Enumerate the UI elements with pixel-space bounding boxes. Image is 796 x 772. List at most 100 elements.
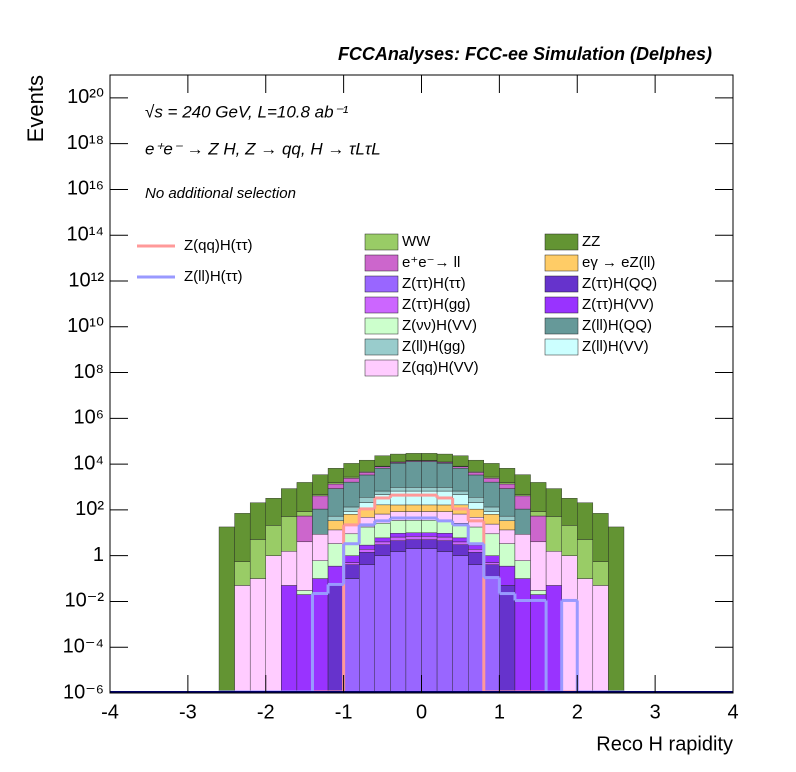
legend-swatch — [364, 275, 399, 293]
bar-segment — [374, 544, 391, 556]
bar-segment — [577, 578, 594, 694]
bar-segment — [296, 511, 313, 517]
bar-segment — [312, 578, 329, 694]
bar-segment — [234, 513, 251, 562]
bar-segment — [483, 533, 500, 556]
bar-segment — [374, 494, 391, 506]
bar-segment — [452, 466, 469, 469]
bar-segment — [390, 462, 407, 488]
bar-segment — [421, 461, 438, 488]
bar-segment — [436, 533, 453, 538]
bar-segment — [468, 564, 485, 694]
legend-label: Z(ll)H(gg) — [402, 338, 465, 355]
bar-segment — [436, 462, 453, 488]
legend-label: e⁺e⁻→ ll — [402, 254, 460, 271]
bar-segment — [530, 541, 547, 591]
y-tick-label: 10¹⁸ — [67, 132, 104, 154]
legend-label: Z(qq)H(ττ) — [184, 237, 253, 254]
bar-segment — [296, 541, 313, 591]
chart-title: FCCAnalyses: FCC-ee Simulation (Delphes) — [338, 44, 712, 64]
bar-segment — [452, 467, 469, 492]
bar-segment — [249, 502, 266, 540]
bar-segment — [468, 459, 485, 472]
bar-segment — [436, 536, 453, 541]
bar-segment — [343, 564, 360, 579]
bar-segment — [281, 488, 298, 517]
bar-segment — [327, 565, 344, 586]
bar-segment — [545, 488, 562, 517]
bar-segment — [452, 555, 469, 694]
y-tick-label: 10⁴ — [73, 452, 104, 474]
legend-swatch — [544, 317, 579, 335]
y-tick-label: 10¹⁴ — [67, 224, 105, 246]
bar-segment — [374, 490, 391, 495]
bar-segment — [343, 463, 360, 478]
legend-swatch — [544, 296, 579, 314]
legend-label: Z(ττ)H(VV) — [582, 296, 654, 313]
bar-segment — [468, 502, 485, 510]
legend-label: Z(ττ)H(gg) — [402, 296, 471, 313]
bar-segment — [483, 463, 500, 478]
bar-segment — [265, 498, 282, 526]
bar-segment — [312, 534, 329, 561]
bar-segment — [452, 513, 469, 524]
bar-segment — [545, 516, 562, 552]
bar-segment — [390, 540, 407, 552]
bar-segment — [468, 474, 485, 498]
bar-segment — [483, 523, 500, 535]
bar-segment — [483, 477, 500, 483]
annotation: √s = 240 GeV, L=10.8 ab⁻¹ — [145, 102, 349, 121]
bar-segment — [436, 511, 453, 521]
bar-segment — [436, 540, 453, 552]
bar-segment — [327, 520, 344, 531]
bar-segment — [359, 552, 375, 565]
bar-segment — [359, 497, 375, 503]
bar-segment — [530, 590, 547, 595]
y-tick-label: 10⁻⁴ — [63, 636, 104, 658]
bar-segment — [312, 495, 329, 510]
bar-segment — [530, 594, 547, 694]
bar-segment — [265, 555, 282, 694]
bar-segment — [436, 487, 453, 492]
y-tick-label: 10⁸ — [73, 361, 104, 383]
bar-segment — [499, 565, 516, 586]
bar-segment — [452, 490, 469, 495]
legend-swatch — [364, 359, 399, 377]
annotation: e⁺e⁻ → Z H, Z → qq, H → τLτL — [145, 139, 381, 158]
bar-segment — [265, 525, 282, 556]
bar-segment — [343, 477, 360, 483]
bar-segment — [359, 526, 375, 546]
legend-label: WW — [402, 233, 431, 250]
bar-segment — [343, 562, 360, 565]
bar-segment — [452, 455, 469, 467]
bar-segment — [530, 511, 547, 517]
bar-segment — [452, 494, 469, 506]
bar-segment — [405, 520, 422, 533]
bar-segment — [468, 544, 485, 550]
bar-segment — [327, 488, 344, 517]
legend-label: Z(νν)H(VV) — [402, 317, 477, 334]
bar-segment — [514, 534, 531, 561]
legend-swatch — [364, 338, 399, 356]
y-tick-label: 10⁶ — [74, 407, 104, 429]
bar-segment — [249, 539, 266, 579]
legend-label: Z(ll)H(VV) — [582, 338, 649, 355]
legend-swatch — [364, 296, 399, 314]
bar-segment — [327, 529, 344, 544]
bar-segment — [514, 474, 531, 495]
bar-segment — [499, 529, 516, 544]
bar-segment — [296, 482, 313, 512]
bar-segment — [499, 585, 516, 694]
bar-segment — [421, 536, 438, 540]
bar-segment — [327, 483, 344, 489]
bar-segment — [421, 504, 438, 512]
x-tick-label: -2 — [257, 701, 275, 723]
bar-segment — [514, 508, 531, 535]
bar-segment — [390, 453, 407, 463]
bar-segment — [483, 481, 500, 508]
bar-segment — [421, 487, 438, 492]
bar-segment — [312, 474, 329, 495]
bar-segment — [405, 536, 422, 540]
bar-segment — [405, 490, 422, 506]
